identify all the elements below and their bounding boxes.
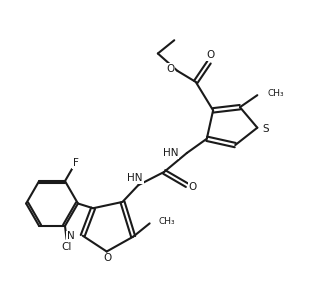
Text: CH₃: CH₃ <box>268 89 284 98</box>
Text: N: N <box>67 231 75 241</box>
Text: O: O <box>166 64 175 74</box>
Text: O: O <box>103 253 111 263</box>
Text: Cl: Cl <box>62 242 72 252</box>
Text: CH₃: CH₃ <box>158 217 175 226</box>
Text: HN: HN <box>128 173 143 183</box>
Text: F: F <box>73 158 79 168</box>
Text: O: O <box>188 182 197 192</box>
Text: S: S <box>262 124 269 134</box>
Text: O: O <box>206 51 215 60</box>
Text: HN: HN <box>163 148 178 158</box>
